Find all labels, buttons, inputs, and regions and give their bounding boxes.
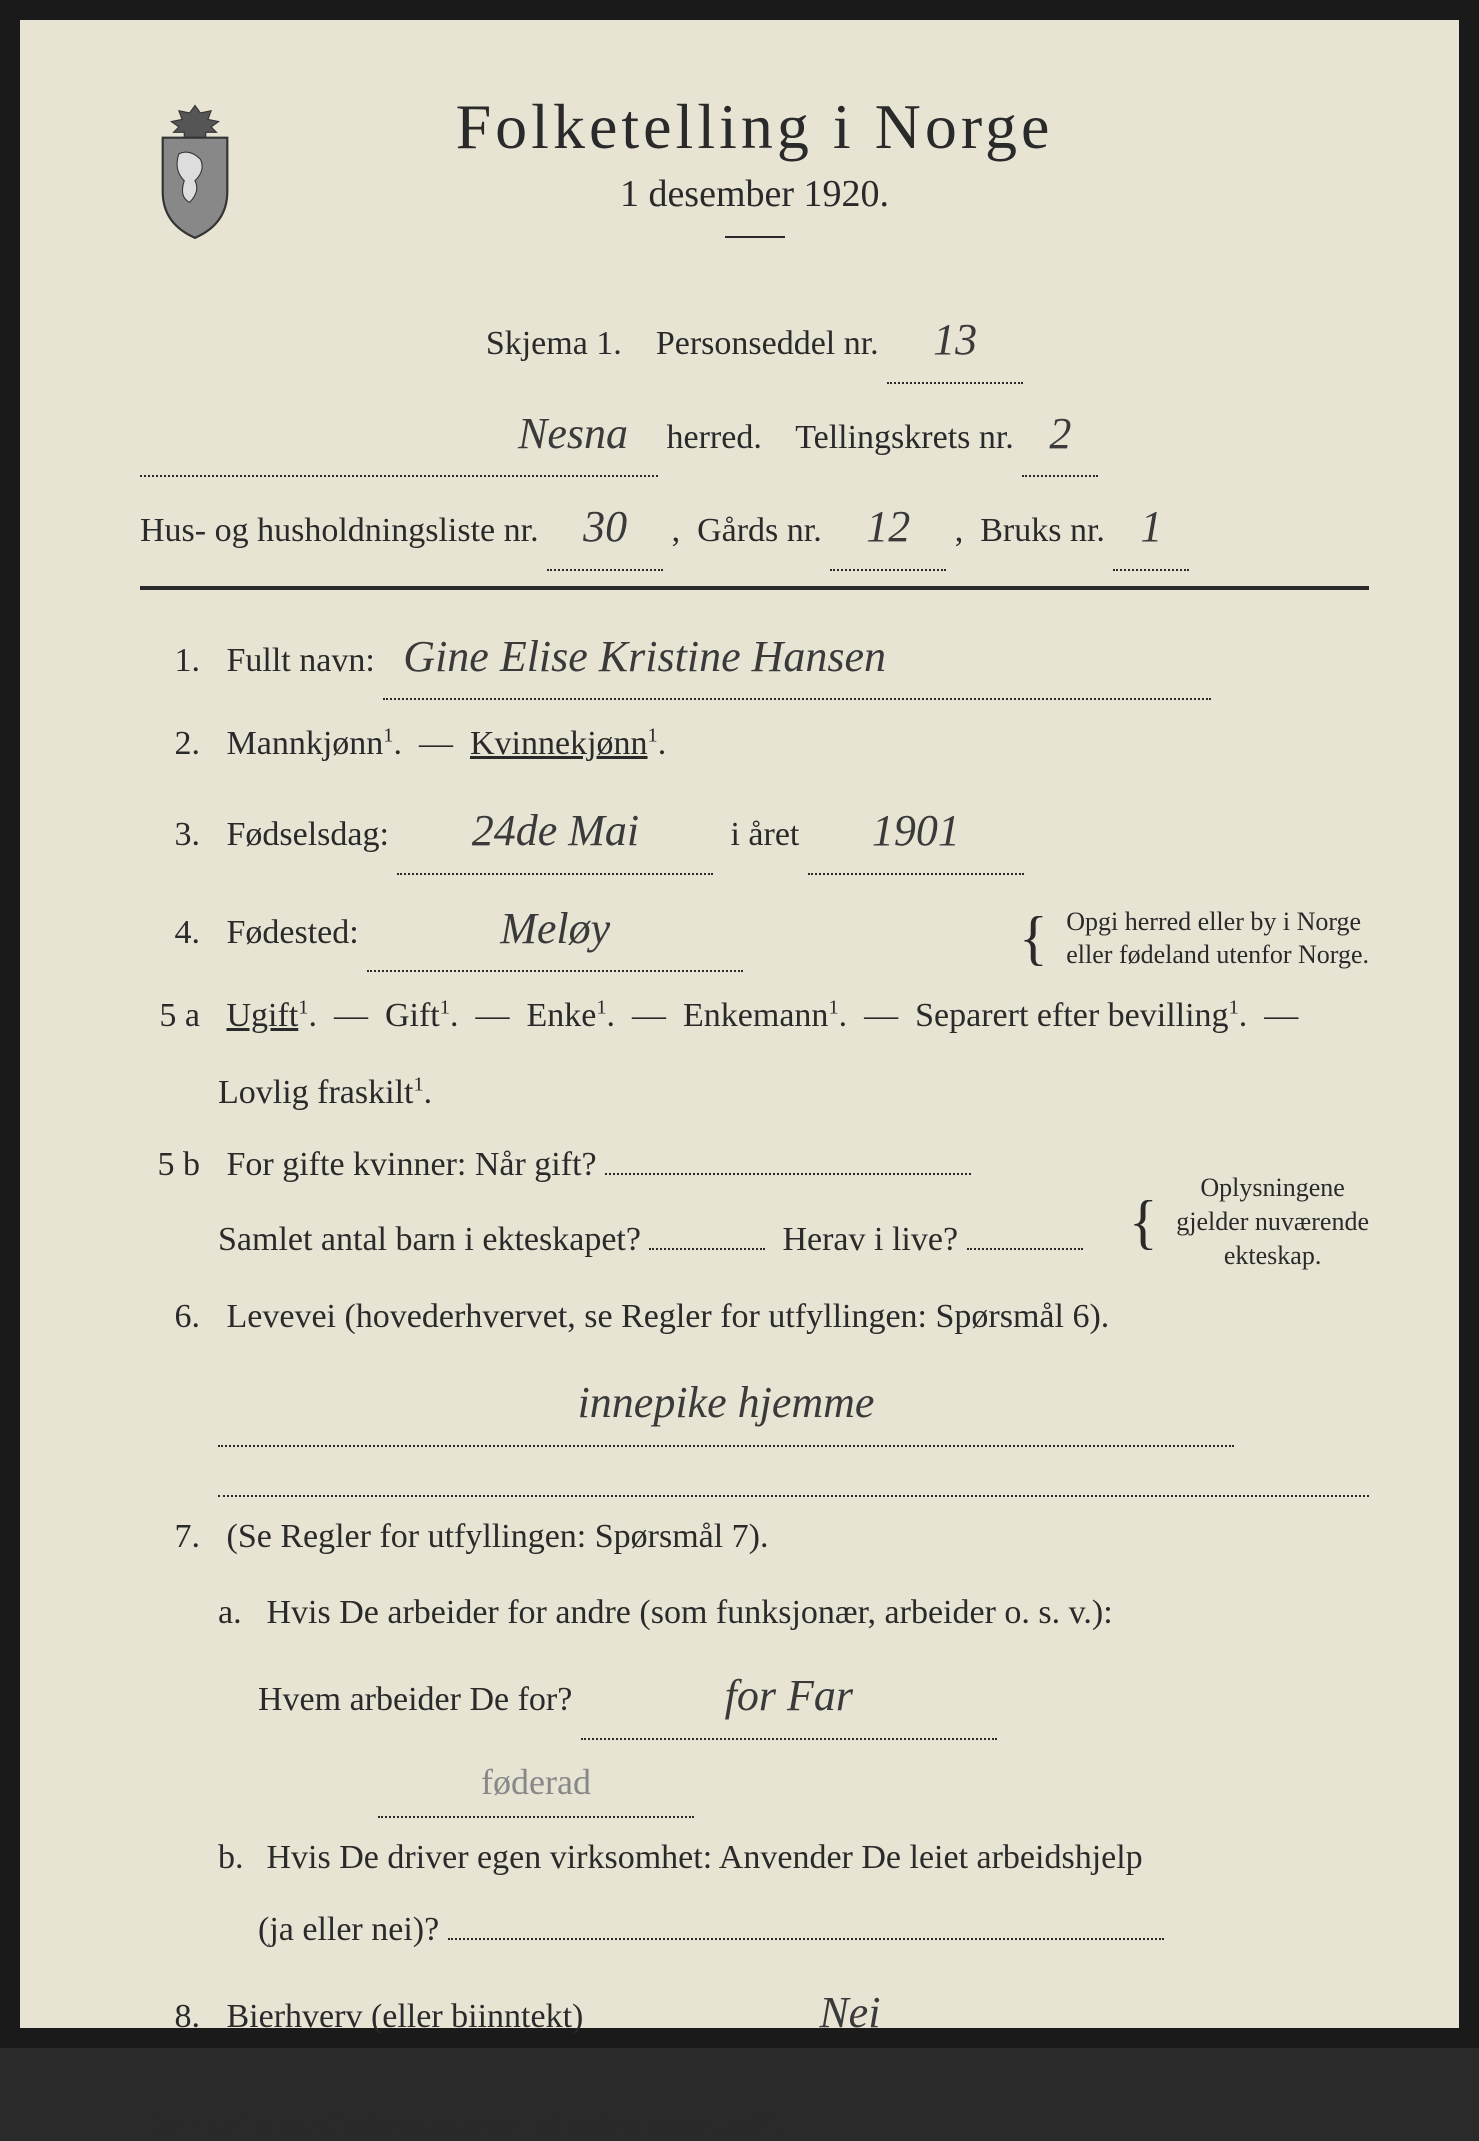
herred-label: herred. (667, 419, 762, 456)
q5a-enkemann: Enkemann (683, 997, 828, 1034)
tellingskrets-label: Tellingskrets nr. (795, 419, 1014, 456)
husliste-nr: 30 (547, 485, 663, 571)
q7b-label: Hvis De driver egen virksomhet: Anvender… (267, 1839, 1143, 1876)
q5b-num: 5 b (140, 1133, 200, 1198)
q7b-value (448, 1938, 1164, 1940)
q7a-row: a. Hvis De arbeider for andre (som funks… (218, 1581, 1369, 1646)
q2-row: 2. Mannkjønn1. — Kvinnekjønn1. (140, 712, 1369, 777)
coat-of-arms-icon (140, 100, 250, 240)
q6-label: Levevei (hovederhvervet, se Regler for u… (227, 1298, 1110, 1335)
q5a-row: 5 a Ugift1. — Gift1. — Enke1. — Enkemann… (140, 984, 1369, 1049)
bruks-nr: 1 (1113, 485, 1189, 571)
skjema-line: Skjema 1. Personseddel nr. 13 (140, 298, 1369, 384)
q5a-num: 5 a (140, 984, 200, 1049)
q4-num: 4. (140, 901, 200, 966)
q5b-row: 5 b For gifte kvinner: Når gift? Samlet … (140, 1133, 1369, 1272)
q7-row: 7. (Se Regler for utfyllingen: Spørsmål … (140, 1505, 1369, 1570)
q8-num: 8. (140, 1985, 200, 2050)
q6-blank (218, 1455, 1369, 1497)
q7a-label: Hvis De arbeider for andre (som funksjon… (267, 1594, 1113, 1631)
q1-value: Gine Elise Kristine Hansen (383, 615, 1211, 701)
q4-left: 4. Fødested: Meløy (140, 887, 743, 973)
q5a-enke: Enke (526, 997, 596, 1034)
q7a-note-value: føderad (378, 1748, 694, 1818)
q6-value: innepike hjemme (218, 1361, 1234, 1447)
q5b-when (605, 1173, 971, 1175)
q6-value-row: innepike hjemme (218, 1361, 1369, 1447)
q3-year-label: i året (730, 816, 799, 853)
q7a-value: for Far (581, 1654, 997, 1740)
herred-value: Nesna (140, 392, 658, 478)
q2-mann: Mannkjønn (227, 725, 384, 762)
q8-value: Nei (592, 1971, 1108, 2057)
q6-num: 6. (140, 1285, 200, 1350)
herred-line: Nesna herred. Tellingskrets nr. 2 (140, 392, 1369, 478)
q5a-fraskilt: Lovlig fraskilt (218, 1074, 413, 1111)
q5a-ugift: Ugift (227, 997, 299, 1034)
separator (140, 586, 1369, 590)
gards-label: Gårds nr. (697, 512, 822, 549)
q7a-sublabel: Hvem arbeider De for? (258, 1681, 572, 1718)
q5b-children (649, 1248, 765, 1250)
footnote: Har man ingen biinntekt av nogen betydni… (140, 2097, 1369, 2141)
q3-row: 3. Fødselsdag: 24de Mai i året 1901 (140, 789, 1369, 875)
census-form-page: Folketelling i Norge 1 desember 1920. Sk… (0, 0, 1479, 2048)
subtitle: 1 desember 1920. (280, 172, 1229, 216)
skjema-label: Skjema 1. (486, 325, 622, 362)
q3-day: 24de Mai (397, 789, 713, 875)
q4-label: Fødested: (227, 914, 359, 951)
q4-value: Meløy (367, 887, 743, 973)
title-block: Folketelling i Norge 1 desember 1920. (280, 90, 1369, 258)
q3-label: Fødselsdag: (227, 816, 389, 853)
personseddel-nr: 13 (887, 298, 1023, 384)
q5b-note: { Oplysningene gjelder nuværende ekteska… (1129, 1171, 1369, 1272)
bruks-label: Bruks nr. (980, 512, 1105, 549)
header: Folketelling i Norge 1 desember 1920. (140, 90, 1369, 258)
q3-year: 1901 (808, 789, 1024, 875)
q7b-num: b. (218, 1826, 258, 1891)
q5a-row2: Lovlig fraskilt1. (218, 1061, 1369, 1126)
q1-row: 1. Fullt navn: Gine Elise Kristine Hanse… (140, 615, 1369, 701)
q6-row: 6. Levevei (hovederhvervet, se Regler fo… (140, 1285, 1369, 1350)
q5a-separert: Separert efter bevilling (915, 997, 1228, 1034)
personseddel-label: Personseddel nr. (656, 325, 879, 362)
q5b-alive (967, 1248, 1083, 1250)
q7a-note: føderad (218, 1748, 1369, 1818)
q7b-sub: (ja eller nei)? (218, 1898, 1369, 1963)
q4-note: { Opgi herred eller by i Norge eller fød… (1019, 904, 1369, 972)
q7-label: (Se Regler for utfyllingen: Spørsmål 7). (227, 1518, 769, 1555)
q7-num: 7. (140, 1505, 200, 1570)
q5b-l2: Samlet antal barn i ekteskapet? (218, 1221, 641, 1258)
gards-nr: 12 (830, 485, 946, 571)
q7b-sublabel: (ja eller nei)? (258, 1911, 439, 1948)
q5b-left: 5 b For gifte kvinner: Når gift? Samlet … (140, 1133, 1129, 1272)
q2-kvinne: Kvinnekjønn (470, 725, 648, 762)
q8-label: Bierhverv (eller biinntekt) (227, 1998, 584, 2035)
q3-num: 3. (140, 803, 200, 868)
tellingskrets-nr: 2 (1022, 392, 1098, 478)
q7a-num: a. (218, 1581, 258, 1646)
q7a-sub: Hvem arbeider De for? for Far (218, 1654, 1369, 1740)
q2-num: 2. (140, 712, 200, 777)
husliste-line: Hus- og husholdningsliste nr. 30 , Gårds… (140, 485, 1369, 571)
q1-label: Fullt navn: (227, 642, 375, 679)
q5b-l1: For gifte kvinner: Når gift? (227, 1146, 597, 1183)
husliste-label: Hus- og husholdningsliste nr. (140, 512, 539, 549)
q5b-l2b: Herav i live? (782, 1221, 958, 1258)
q1-num: 1. (140, 629, 200, 694)
main-title: Folketelling i Norge (280, 90, 1229, 164)
divider (725, 236, 785, 238)
q4-row: 4. Fødested: Meløy { Opgi herred eller b… (140, 887, 1369, 973)
q5a-gift: Gift (385, 997, 440, 1034)
q7b-row: b. Hvis De driver egen virksomhet: Anven… (218, 1826, 1369, 1891)
q8-row: 8. Bierhverv (eller biinntekt) Nei (140, 1971, 1369, 2057)
